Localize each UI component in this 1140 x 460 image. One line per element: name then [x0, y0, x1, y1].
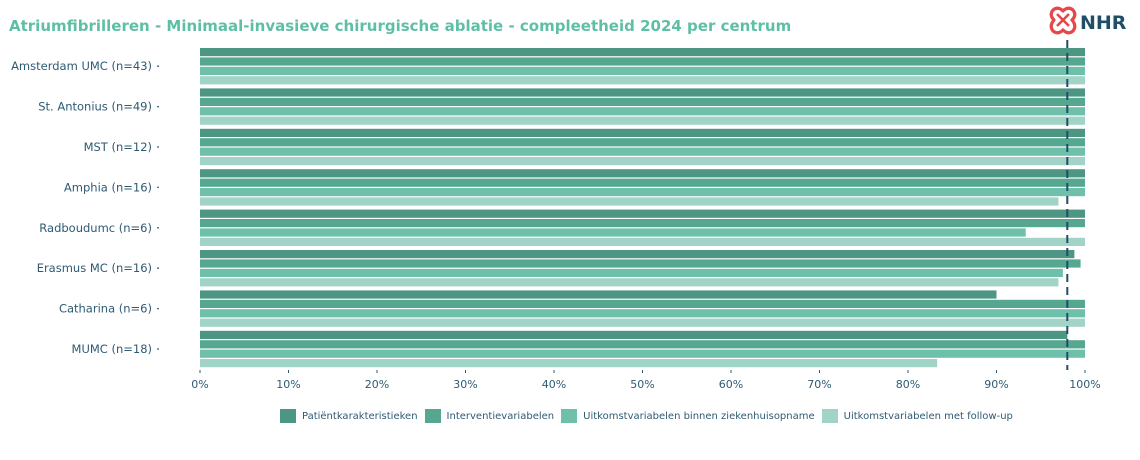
x-tick-label: 30% [453, 378, 477, 391]
bar [200, 219, 1085, 228]
bar [200, 349, 1085, 358]
bar [200, 97, 1085, 106]
bar [200, 278, 1059, 287]
category-label: MST (n=12) [84, 140, 152, 154]
bar [200, 259, 1081, 268]
bar [200, 228, 1026, 237]
category-labels: Amsterdam UMC (n=43) St. Antonius (n=49) M… [11, 59, 159, 356]
x-tick-label: 90% [984, 378, 1008, 391]
bar [200, 178, 1085, 187]
bar [200, 250, 1075, 259]
bar [200, 88, 1085, 97]
legend-item: Patiëntkarakteristieken [280, 409, 418, 423]
logo-text: NHR [1080, 12, 1127, 34]
category-label: Erasmus MC (n=16) [37, 261, 152, 275]
category-label: Amsterdam UMC (n=43) [11, 59, 152, 73]
category-tick [157, 267, 159, 270]
category-tick [157, 348, 159, 350]
x-tick-label: 100% [1069, 378, 1100, 391]
x-tick-label: 60% [719, 378, 743, 391]
category-label: St. Antonius (n=49) [38, 100, 152, 114]
bar [200, 188, 1085, 197]
x-tick-label: 20% [365, 378, 389, 391]
chart-title: Atriumfibrilleren - Minimaal-invasieve c… [9, 17, 792, 35]
nhr-logo: NHR [1048, 5, 1136, 39]
bar [200, 116, 1085, 125]
legend-label: Patiëntkarakteristieken [302, 410, 418, 422]
legend-label: Interventievariabelen [446, 410, 555, 422]
legend-swatch [280, 409, 296, 423]
bar [200, 48, 1085, 57]
bar [200, 66, 1085, 75]
legend-item: Uitkomstvariabelen met follow-up [821, 409, 1013, 423]
bar [200, 138, 1085, 147]
bar [200, 268, 1063, 277]
legend-swatch [424, 409, 441, 423]
category-label: Radboudumc (n=6) [39, 221, 152, 235]
x-axis: 0% 10% 20% 30% 40% 50% 60% 70% 80% 90% 100% [191, 370, 1101, 391]
category-tick [157, 186, 159, 189]
x-tick-label: 10% [276, 378, 300, 391]
x-tick-label: 0% [191, 378, 208, 391]
category-tick [157, 146, 159, 148]
bar [200, 359, 938, 368]
bar [200, 57, 1085, 66]
legend-swatch [561, 409, 578, 423]
category-tick [157, 307, 159, 310]
bar [200, 309, 1085, 318]
category-tick [157, 105, 159, 108]
bar [200, 340, 1085, 349]
bar [200, 299, 1085, 308]
x-tick-label: 70% [807, 378, 831, 391]
category-tick [157, 65, 159, 68]
bar [200, 147, 1085, 156]
bar [200, 209, 1085, 218]
bar [200, 76, 1085, 85]
legend-item: Interventievariabelen [424, 409, 555, 423]
x-tick-label: 80% [896, 378, 920, 391]
bars-group [200, 48, 1085, 368]
legend: Patiëntkarakteristieken Interventievariab… [280, 409, 1013, 423]
legend-swatch [821, 409, 838, 423]
bar [200, 169, 1085, 178]
x-tick-label: 40% [542, 378, 566, 391]
legend-label: Uitkomstvariabelen met follow-up [843, 410, 1013, 422]
bar [200, 318, 1085, 327]
bar-chart: Amsterdam UMC (n=43) St. Antonius (n=49) M… [11, 40, 1101, 391]
category-label: Catharina (n=6) [59, 302, 152, 316]
legend-item: Uitkomstvariabelen binnen ziekenhuisopna… [561, 409, 815, 423]
bar [200, 237, 1085, 246]
bar [200, 157, 1085, 166]
category-tick [157, 226, 159, 229]
legend-label: Uitkomstvariabelen binnen ziekenhuisopna… [583, 410, 815, 422]
category-label: MUMC (n=18) [72, 342, 152, 356]
bar [200, 330, 1068, 339]
bar [200, 128, 1085, 137]
heart-cross-logo-icon [1049, 6, 1077, 35]
bar [200, 197, 1059, 206]
x-tick-label: 50% [630, 378, 654, 391]
category-label: Amphia (n=16) [64, 180, 152, 194]
bar [200, 290, 997, 299]
bar [200, 107, 1085, 116]
